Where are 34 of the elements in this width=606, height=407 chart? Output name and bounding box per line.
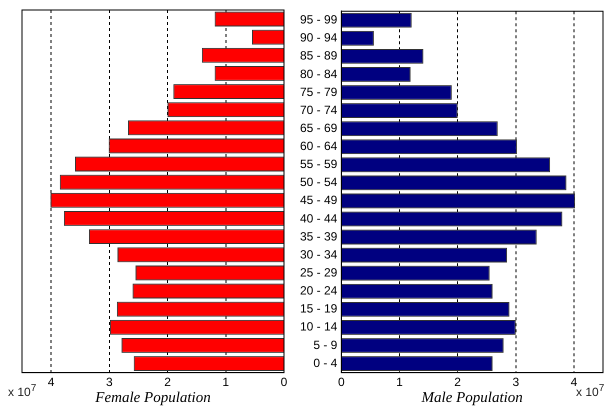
x-tick-label: 0 bbox=[338, 375, 346, 390]
y-tick-label: 85 - 89 bbox=[300, 48, 338, 63]
text: x 10$^{7}$ bbox=[8, 383, 36, 399]
x-axis-title: Female Population bbox=[94, 390, 211, 406]
x-tick-label: 4 bbox=[48, 375, 55, 390]
y-tick-label: 70 - 74 bbox=[300, 102, 338, 117]
y-tick-label: 30 - 34 bbox=[300, 247, 338, 262]
x-tick-label: 1 bbox=[396, 375, 404, 390]
x-tick-label: 2 bbox=[164, 375, 172, 390]
x-tick-label: 1 bbox=[222, 375, 230, 390]
y-tick-label: 55 - 59 bbox=[300, 157, 338, 172]
y-tick-label: 0 - 4 bbox=[313, 356, 338, 370]
y-tick-label: 80 - 84 bbox=[300, 66, 338, 81]
x-tick-label: 0 bbox=[280, 375, 288, 390]
y-tick-label: 45 - 49 bbox=[300, 193, 338, 208]
text: x 10$^{7}$ bbox=[576, 383, 604, 399]
x-axis-title: Male Population bbox=[420, 390, 523, 406]
y-tick-label: 25 - 29 bbox=[300, 266, 338, 280]
y-tick-label: 20 - 24 bbox=[300, 284, 338, 298]
y-tick-label: 5 - 9 bbox=[313, 338, 338, 352]
y-tick-label: 60 - 64 bbox=[300, 139, 338, 154]
x-tick-label: 2 bbox=[454, 375, 462, 390]
y-tick-label: 75 - 79 bbox=[300, 84, 338, 99]
x-tick-label: 4 bbox=[570, 375, 578, 390]
x-tick-label: 3 bbox=[512, 375, 520, 390]
x-tick-label: 3 bbox=[106, 375, 113, 390]
y-tick-label: 35 - 39 bbox=[300, 229, 338, 244]
y-tick-label: 95 - 99 bbox=[300, 12, 338, 27]
y-tick-label: 90 - 94 bbox=[300, 30, 338, 45]
y-tick-label: 65 - 69 bbox=[300, 120, 338, 135]
y-tick-label: 10 - 14 bbox=[300, 320, 338, 334]
y-tick-label: 50 - 54 bbox=[300, 175, 338, 190]
y-tick-label: 40 - 44 bbox=[300, 211, 338, 226]
y-tick-label: 15 - 19 bbox=[300, 302, 338, 316]
